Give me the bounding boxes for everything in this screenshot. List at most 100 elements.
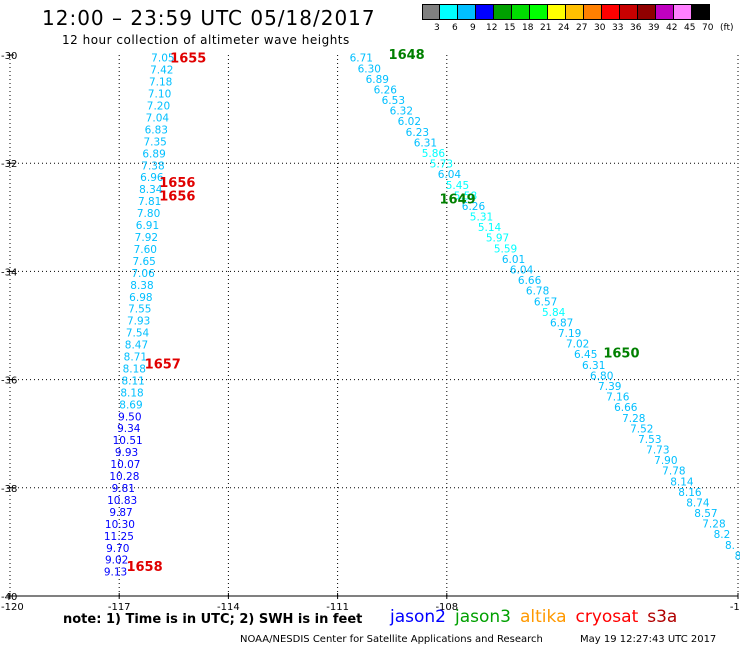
legend-label: 36 — [630, 23, 642, 33]
wave-height-value: 7.02 — [566, 339, 589, 351]
legend-label: 21 — [540, 23, 552, 33]
wave-height-value: 8.71 — [124, 352, 147, 364]
wave-height-value: 7.65 — [132, 256, 155, 268]
legend-label: 70 — [702, 23, 714, 33]
wave-height-value: 8.69 — [119, 399, 142, 411]
legend-label: (ft) — [720, 23, 734, 33]
wave-height-value: 7.81 — [138, 196, 161, 208]
wave-height-value: 9.93 — [115, 447, 138, 459]
wave-height-value: 7.42 — [150, 65, 173, 77]
wave-height-value: 7.19 — [558, 328, 581, 340]
wave-height-value: 9.81 — [112, 483, 135, 495]
wave-height-value: 5.86 — [422, 148, 446, 160]
pass-number-label: 1656 — [159, 190, 195, 205]
wave-height-value: 6.26 — [374, 84, 398, 96]
legend-swatch — [458, 4, 476, 20]
wave-height-value: 6.78 — [526, 286, 549, 298]
pass-number-label: 1657 — [145, 357, 181, 372]
legend-swatch — [692, 4, 710, 20]
wave-height-value: 7.05 — [151, 53, 174, 65]
satellite-key-altika: altika — [520, 607, 567, 627]
legend-swatch — [548, 4, 566, 20]
wave-height-value: 5.84 — [542, 307, 566, 319]
wave-height-value: 5.97 — [486, 233, 509, 245]
map-grid — [10, 55, 739, 596]
legend-label: 27 — [576, 23, 588, 33]
wave-height-value: 8.18 — [123, 363, 146, 375]
wave-height-value: 5.45 — [446, 180, 469, 192]
legend-label: 45 — [684, 23, 696, 33]
wave-height-value: 6.71 — [350, 53, 373, 65]
wave-height-value: 9.50 — [118, 411, 141, 423]
wave-height-value: 7.04 — [146, 112, 170, 124]
legend-swatch — [602, 4, 620, 20]
legend-label: 9 — [470, 23, 476, 33]
wave-height-value: 7.39 — [598, 381, 621, 393]
wave-height-value: 7.35 — [143, 136, 166, 148]
page-subtitle: 12 hour collection of altimeter wave hei… — [62, 33, 350, 47]
wave-height-value: 9.02 — [105, 555, 128, 567]
legend-swatch — [476, 4, 494, 20]
wave-height-value: 8.74 — [686, 497, 710, 509]
wave-height-value: 6.01 — [502, 254, 525, 266]
wave-height-value: 7.16 — [606, 392, 630, 404]
legend-label: 12 — [486, 23, 498, 33]
pass-number-label: 1649 — [440, 192, 476, 207]
wave-height-value: 9.34 — [117, 423, 141, 435]
wave-height-value: 8.11 — [121, 375, 144, 387]
legend-label: 15 — [504, 23, 516, 33]
y-tick-label: -30 — [1, 51, 17, 62]
wave-height-value: 6.53 — [382, 95, 405, 107]
wave-height-value: 6.31 — [414, 137, 437, 149]
pass-number-label: 1655 — [170, 52, 206, 67]
wave-height-value: 8 — [735, 550, 740, 562]
x-tick-label: -117 — [108, 602, 131, 613]
wave-height-value: 10.30 — [105, 519, 135, 531]
page-title: 12:00 – 23:59 UTC 05/18/2017 — [42, 6, 376, 30]
wave-height-value: 6.45 — [574, 349, 597, 361]
wave-height-value: 8.18 — [120, 387, 143, 399]
legend-swatch — [440, 4, 458, 20]
wave-height-value: 9.87 — [109, 507, 132, 519]
satellite-key-jason3: jason3 — [455, 607, 511, 627]
legend-label: 42 — [666, 23, 678, 33]
legend-swatch — [494, 4, 512, 20]
y-tick-label: -34 — [1, 267, 17, 278]
wave-height-value: 6.89 — [366, 74, 389, 86]
legend-label: 18 — [522, 23, 534, 33]
wave-height-value: 10.28 — [109, 471, 139, 483]
wave-height-value: 8.38 — [130, 280, 153, 292]
satellite-tracks: 7.057.427.187.107.207.046.837.356.897.38… — [104, 53, 740, 579]
map-axes: -30-32-34-36-38-40-120 -117 -114 -111 -108 -1… — [1, 51, 740, 613]
wave-height-value: 6.83 — [145, 124, 168, 136]
wave-height-value: 6.80 — [590, 370, 613, 382]
wave-height-value: 7.28 — [702, 519, 725, 531]
wave-height-value: 10.07 — [110, 459, 140, 471]
pass-number-label: 1648 — [389, 48, 425, 63]
x-tick-label: -108 — [435, 602, 458, 613]
x-tick-label: -10 — [730, 602, 740, 613]
legend-swatch — [566, 4, 584, 20]
satellite-key-jason2: jason2 — [390, 607, 446, 627]
wave-height-value: 11.25 — [104, 531, 134, 543]
legend-swatch — [674, 4, 692, 20]
wave-height-value: 7.52 — [630, 423, 653, 435]
wave-height-value: 6.04 — [438, 169, 462, 181]
wave-height-value: 7.93 — [127, 316, 150, 328]
legend-label: 33 — [612, 23, 624, 33]
x-tick-label: -111 — [326, 602, 349, 613]
wave-height-value: 7.38 — [141, 160, 164, 172]
legend-swatch — [530, 4, 548, 20]
wave-height-value: 6.57 — [534, 296, 557, 308]
wave-height-value: 5.58 — [454, 190, 477, 202]
wave-height-value: 5.59 — [494, 243, 517, 255]
wave-height-value: 7.73 — [646, 445, 669, 457]
wave-height-value: 7.10 — [148, 89, 171, 101]
legend-swatch — [620, 4, 638, 20]
y-tick-label: -38 — [1, 484, 17, 495]
credit-line: NOAA/NESDIS Center for Satellite Applica… — [240, 634, 543, 645]
wave-height-value: 5.73 — [430, 159, 453, 171]
wave-height-value: 7.54 — [126, 328, 150, 340]
wave-height-value: 9.70 — [106, 543, 129, 555]
